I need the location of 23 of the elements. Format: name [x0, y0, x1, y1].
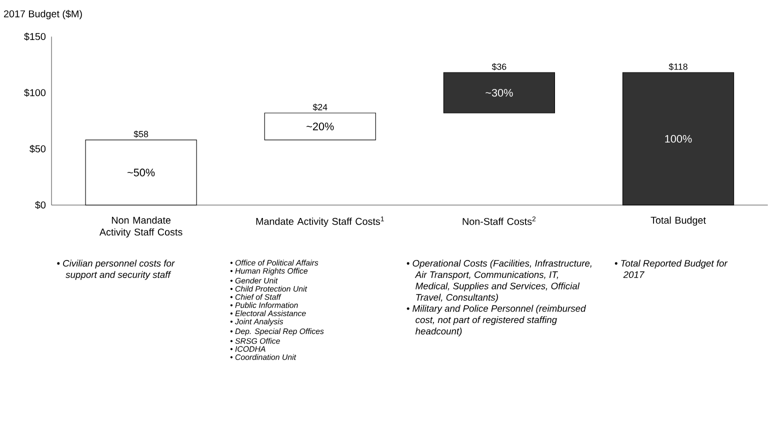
bar	[264, 112, 376, 140]
text: • Operational Costs (Facilities, Infrastructure, Air Transport, Communications, IT, Medical, Supplies and Services, Official Travel, Consultants)	[406, 260, 592, 303]
data-label: $24	[312, 104, 328, 111]
x-tick-label: Mandate Activity Staff Costs$^{1}$	[256, 216, 384, 227]
y-tick-label: $100	[24, 88, 46, 97]
annotation: ~20%	[306, 122, 334, 130]
x-tick-label: Non-Staff Costs$^{2}$	[462, 216, 536, 225]
text: • Military and Police Personnel (reimbursed cost, not part of registered staffing headcount)	[406, 304, 586, 336]
bar	[443, 72, 555, 114]
x-tick-label: Total Budget	[650, 216, 706, 226]
data-label: $118	[668, 63, 688, 70]
x-tick-label: Non Mandate Activity Staff Costs	[99, 216, 182, 238]
annotation: ~30%	[486, 88, 513, 97]
y-axis-title: 2017 Budget ($M)	[4, 10, 82, 20]
text: • Total Reported Budget for 2017	[614, 260, 728, 278]
y-tick-label: $0	[35, 201, 46, 210]
data-label: $36	[492, 63, 506, 70]
y-tick-label: $50	[30, 144, 46, 153]
text: • Civilian personnel costs for support and security staff	[57, 260, 175, 280]
annotation: 100%	[665, 135, 692, 143]
y-tick-label: $150	[24, 32, 46, 41]
data-label: $58	[134, 130, 148, 138]
annotation: ~50%	[128, 168, 155, 176]
